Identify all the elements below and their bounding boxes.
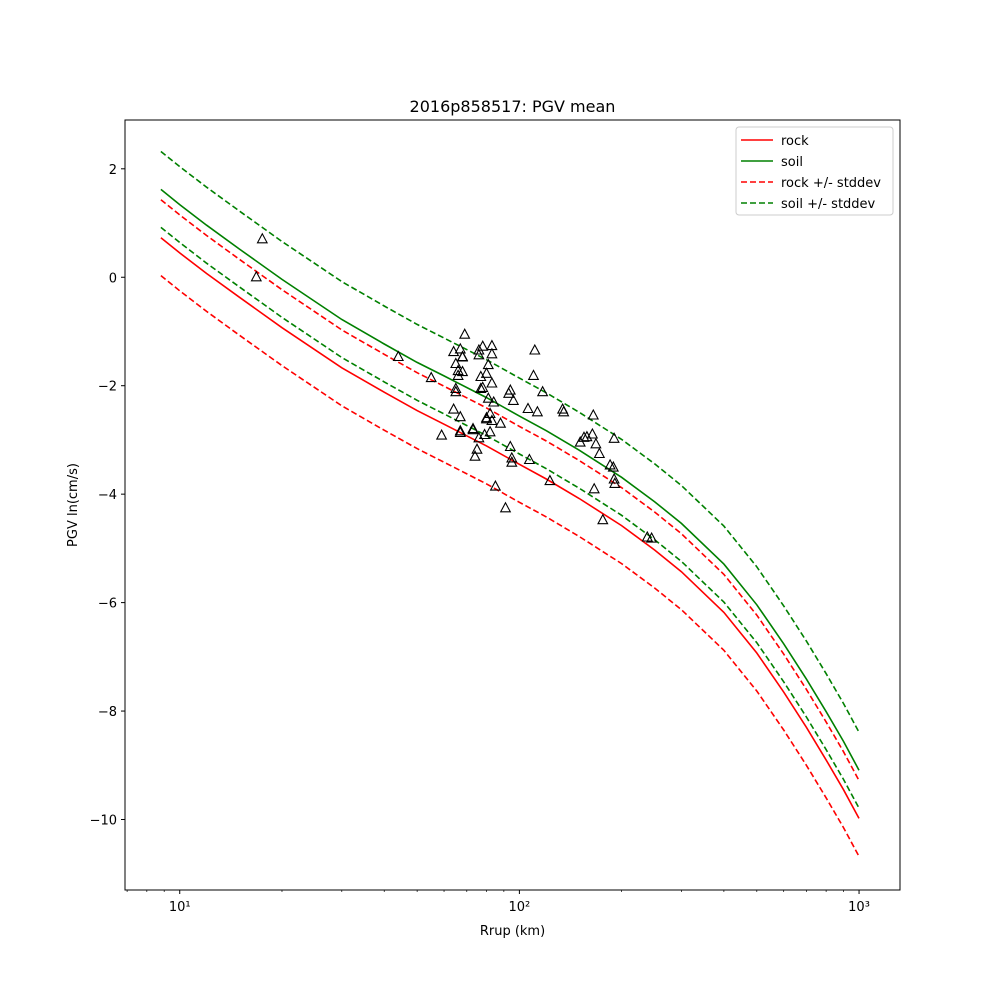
observation-point	[499, 501, 512, 513]
observation-points	[250, 232, 658, 543]
observation-point	[544, 474, 556, 486]
observation-point	[454, 410, 467, 422]
legend-box	[735, 126, 894, 216]
observation-point	[557, 405, 570, 417]
y-tick-label: −10	[90, 814, 117, 829]
observation-point	[476, 381, 489, 392]
x-axis-label: Rrup (km)	[480, 924, 545, 939]
observation-point	[527, 369, 540, 380]
observation-point	[456, 365, 469, 377]
observation-point	[581, 430, 593, 442]
observation-point	[256, 232, 269, 244]
observation-point	[486, 347, 498, 359]
observation-point	[454, 342, 467, 354]
observation-point	[476, 340, 489, 351]
observation-point	[250, 270, 263, 282]
observation-point	[450, 385, 462, 397]
observation-point	[506, 451, 518, 463]
observation-point	[593, 447, 606, 459]
y-tick-label: −2	[98, 380, 117, 395]
observation-point	[522, 402, 534, 414]
observation-point	[504, 440, 517, 452]
observation-point	[484, 425, 496, 437]
y-axis: 2 0 −2 −4 −6 −8 −10	[90, 163, 125, 829]
x-tick-label: 10¹	[169, 900, 191, 915]
observation-point	[480, 367, 493, 378]
observation-point	[482, 358, 495, 370]
observation-point	[486, 414, 498, 426]
legend: rock soil rock +/- stddev soil +/- stddev	[735, 126, 894, 216]
observation-point	[454, 426, 467, 437]
observation-point	[456, 350, 469, 362]
chart-title: 2016p858517: PGV mean	[410, 97, 616, 116]
observation-point	[608, 432, 620, 443]
observation-point	[471, 443, 483, 454]
series-line-0	[160, 237, 860, 819]
observation-point	[504, 383, 517, 395]
observation-point	[607, 460, 620, 472]
plot-frame	[124, 119, 901, 891]
observation-point	[473, 348, 485, 360]
observation-point	[489, 479, 502, 491]
observation-point	[645, 531, 658, 543]
observation-point	[392, 350, 405, 362]
y-tick-label: −4	[98, 488, 117, 503]
observation-point	[507, 394, 520, 405]
x-axis: 10¹ 10² 10³	[126, 890, 870, 915]
observation-point	[425, 371, 437, 383]
series-line-2	[160, 199, 860, 781]
observation-point	[473, 431, 485, 443]
observation-point	[475, 382, 487, 394]
legend-label: soil	[781, 155, 803, 170]
y-axis-label: PGV ln(cm/s)	[66, 463, 81, 547]
observation-point	[494, 417, 507, 428]
observation-point	[480, 412, 493, 424]
observation-point	[586, 427, 599, 439]
series-line-3	[160, 274, 860, 857]
y-tick-label: −6	[98, 597, 117, 612]
series-line-5	[160, 226, 860, 809]
observation-point	[529, 343, 541, 355]
observation-point	[523, 453, 536, 465]
observation-point	[469, 450, 481, 461]
y-tick-label: 2	[109, 163, 117, 178]
observation-point	[447, 402, 460, 414]
x-tick-label: 10²	[509, 900, 531, 915]
observation-point	[478, 428, 491, 440]
observation-point	[597, 513, 609, 525]
observation-point	[587, 408, 600, 420]
observation-point	[450, 382, 462, 394]
observation-point	[608, 472, 620, 484]
legend-label: soil +/- stddev	[781, 197, 876, 212]
observation-point	[458, 328, 471, 339]
observation-point	[609, 477, 621, 488]
observation-point	[484, 407, 496, 418]
observation-point	[435, 428, 448, 440]
legend-label: rock +/- stddev	[781, 176, 881, 191]
y-tick-label: 0	[109, 271, 117, 286]
y-tick-label: −8	[98, 705, 117, 720]
observation-point	[590, 437, 602, 449]
series-line-1	[160, 188, 860, 771]
observation-point	[475, 370, 487, 382]
observation-point	[454, 424, 467, 436]
observation-point	[578, 431, 590, 442]
observation-point	[473, 343, 485, 355]
observation-point	[486, 376, 498, 388]
observation-point	[487, 395, 500, 407]
observation-point	[531, 405, 544, 417]
observation-point	[467, 423, 479, 435]
observation-point	[536, 385, 549, 397]
observation-point	[452, 369, 464, 380]
observation-point	[588, 482, 600, 494]
legend-label: rock	[781, 134, 809, 149]
x-tick-label: 10³	[848, 900, 870, 915]
observation-point	[450, 357, 462, 369]
observation-point	[482, 392, 495, 403]
